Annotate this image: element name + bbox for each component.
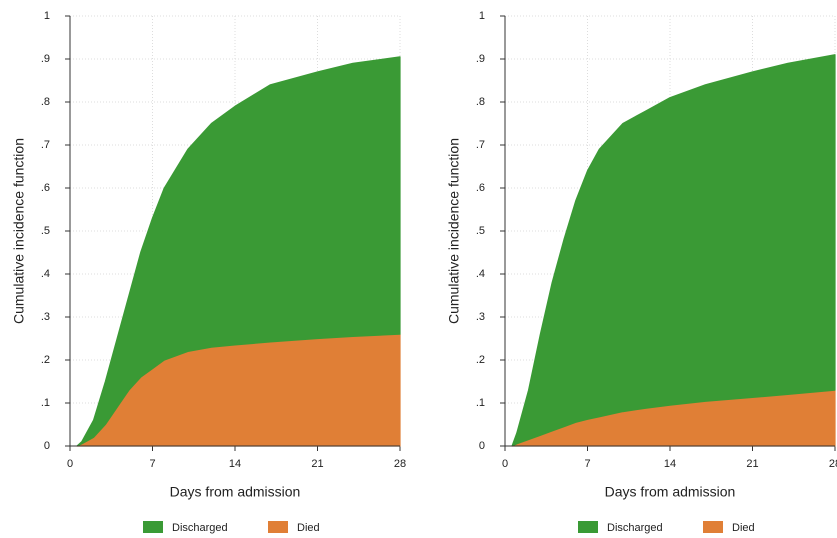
y-tick-label: 0 [479, 440, 485, 452]
y-tick-label: .4 [41, 268, 50, 280]
legend-swatch [268, 521, 288, 533]
y-tick-label: .7 [41, 139, 50, 151]
x-tick-label: 21 [311, 458, 323, 470]
y-tick-label: .3 [476, 311, 485, 323]
x-axis-title: Days from admission [170, 484, 301, 500]
y-tick-label: .1 [476, 397, 485, 409]
x-tick-label: 21 [746, 458, 758, 470]
legend-label: Discharged [607, 522, 663, 534]
y-tick-label: .2 [41, 354, 50, 366]
y-tick-label: .6 [476, 182, 485, 194]
area [511, 54, 836, 447]
y-tick-label: .3 [41, 311, 50, 323]
y-tick-label: .5 [476, 225, 485, 237]
x-tick-label: 14 [664, 458, 676, 470]
y-axis-title: Cumulative incidence function [11, 138, 27, 324]
y-tick-label: .9 [41, 53, 50, 65]
legend-swatch [578, 521, 598, 533]
x-tick-label: 7 [149, 458, 155, 470]
legend-label: Discharged [172, 522, 228, 534]
x-tick-label: 0 [502, 458, 508, 470]
legend-label: Died [732, 522, 755, 534]
legend-swatch [143, 521, 163, 533]
y-tick-label: .7 [476, 139, 485, 151]
y-tick-label: 0 [44, 440, 50, 452]
x-tick-label: 28 [829, 458, 837, 470]
y-tick-label: .9 [476, 53, 485, 65]
y-tick-label: .2 [476, 354, 485, 366]
x-tick-label: 14 [229, 458, 241, 470]
x-tick-label: 7 [584, 458, 590, 470]
y-tick-label: .8 [41, 96, 50, 108]
y-tick-label: .1 [41, 397, 50, 409]
x-tick-label: 28 [394, 458, 406, 470]
y-tick-label: .5 [41, 225, 50, 237]
x-axis-title: Days from admission [605, 484, 736, 500]
y-tick-label: 1 [479, 10, 485, 22]
legend-label: Died [297, 522, 320, 534]
legend-swatch [703, 521, 723, 533]
y-tick-label: .4 [476, 268, 485, 280]
y-tick-label: .6 [41, 182, 50, 194]
y-tick-label: 1 [44, 10, 50, 22]
y-tick-label: .8 [476, 96, 485, 108]
area [76, 56, 401, 447]
y-axis-title: Cumulative incidence function [446, 138, 462, 324]
x-tick-label: 0 [67, 458, 73, 470]
